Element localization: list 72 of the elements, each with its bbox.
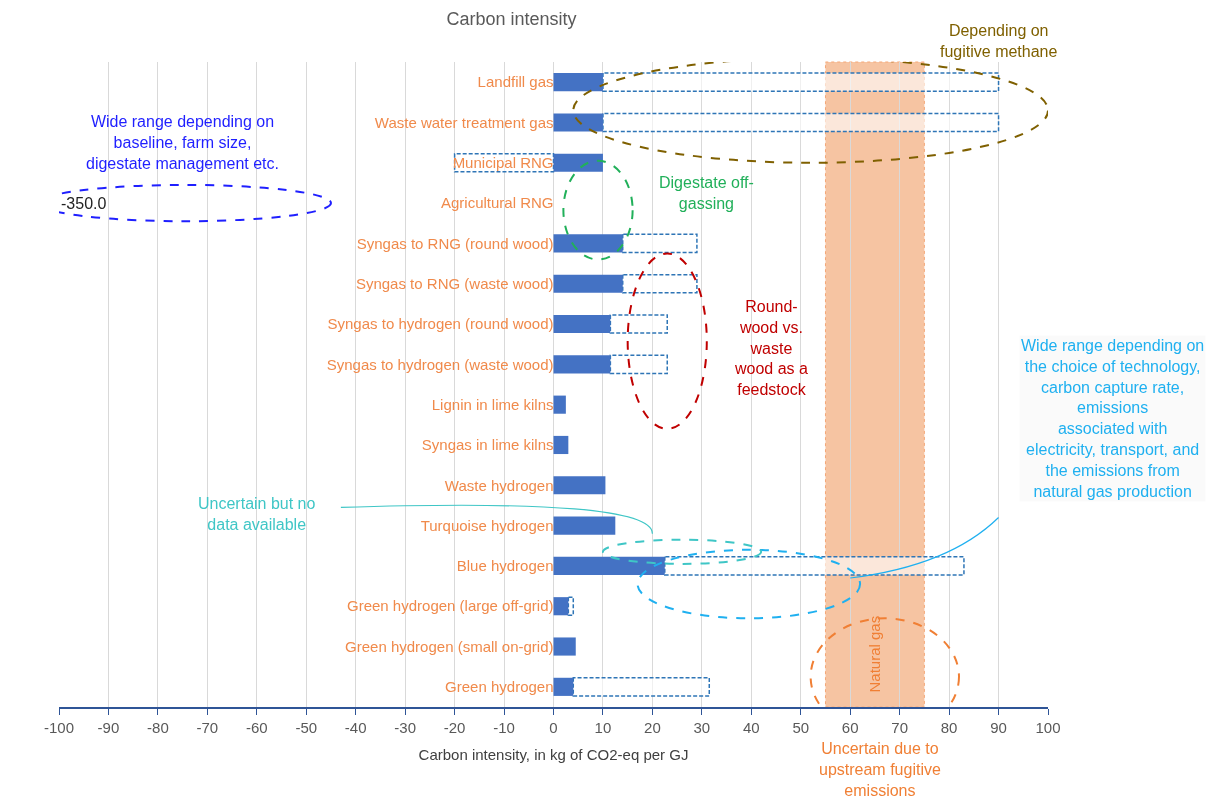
x-tick-label: -30 [394,719,416,736]
x-tick-label: -50 [295,719,318,736]
bar [553,234,623,253]
bar [567,596,575,617]
bar [553,274,623,293]
x-tick-label: -60 [245,719,268,736]
x-tick-label: -90 [97,719,120,736]
annotation: Uncertain but no data available [198,495,316,533]
x-tick-label: -40 [344,719,367,736]
annotation: Wide range depending on the choice of technology, carbon capture rate, emissions associated with electricity, transport, and the emissions from natural gas production [1021,337,1205,500]
x-tick-label: -100 [43,719,75,736]
bar [553,314,611,334]
bar [553,113,603,132]
annotation: Wide range depending on baseline, farm size, digestate management etc. [86,113,280,172]
bar [621,273,698,294]
y-tick-label: Green hydrogen [445,678,554,696]
bar [553,516,616,535]
annotation: -350.0 [61,195,107,212]
bar [553,435,569,455]
bar [553,395,566,414]
x-tick-label: 70 [891,719,908,736]
y-tick-label: Turquoise hydrogen [420,516,554,534]
x-tick-label: 20 [644,719,661,736]
y-tick-label: Agricultural RNG [440,194,554,212]
x-tick-label: -70 [196,719,219,736]
x-tick-label: -20 [443,719,466,736]
y-tick-label: Waste hydrogen [444,476,554,494]
y-tick-label: Syngas to hydrogen (waste wood) [326,355,554,373]
bar [553,597,569,616]
y-tick-label: Syngas to hydrogen (round wood) [327,315,554,333]
x-tick-label: 0 [549,719,558,736]
band-label: Natural gas [866,615,884,693]
bar [553,677,574,696]
annotation: Digestate off- gassing [659,174,754,212]
y-tick-label: Blue hydrogen [456,557,554,575]
bar [664,556,965,576]
bar [602,72,1000,92]
bar [553,73,603,92]
x-tick-label: -80 [147,719,169,736]
bar [602,112,1000,133]
bar [609,314,668,334]
x-axis-title: Carbon intensity, in kg of CO2-eq per GJ [418,745,689,763]
y-tick-label: Syngas to RNG (round wood) [356,234,554,252]
x-tick-label: 60 [841,719,859,736]
bar [609,354,668,375]
bar [553,355,611,374]
text: Uncertain due to upstream fugitive emissions [819,740,941,799]
text: Depending on fugitive methane [940,22,1058,60]
y-tick-label: Green hydrogen (large off-grid) [347,597,554,615]
x-tick-label: 10 [594,719,612,736]
y-tick-label: Municipal RNG [452,154,554,172]
y-tick-label: Syngas in lime kilns [421,436,554,454]
bar [621,233,698,254]
bar [572,677,711,697]
x-tick-label: 50 [792,719,810,736]
chart-title: Carbon intensity [446,8,577,29]
x-tick-label: 30 [693,719,711,736]
x-tick-label: 80 [940,719,958,736]
y-tick-label: Waste water treatment gas [374,113,554,131]
bar [553,637,576,656]
y-tick-label: Landfill gas [477,73,554,91]
x-tick-label: -10 [493,719,515,736]
x-tick-label: 100 [1035,719,1061,736]
y-tick-label: Green hydrogen (small on-grid) [345,637,554,655]
bar [553,153,603,172]
y-tick-label: Lignin in lime kilns [431,395,554,413]
bar [553,476,606,495]
x-tick-label: 90 [990,719,1007,736]
bar [553,556,665,575]
annotation: Round- wood vs. waste wood as a feedstock [734,298,809,399]
y-tick-label: Syngas to RNG (waste wood) [355,274,554,292]
x-tick-label: 40 [742,719,760,736]
